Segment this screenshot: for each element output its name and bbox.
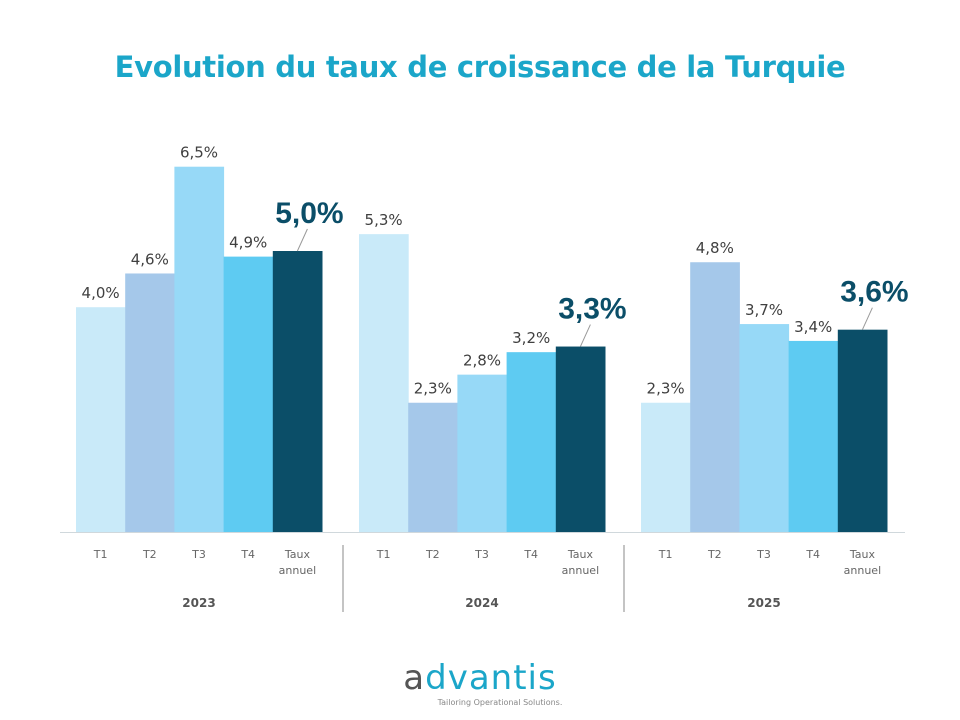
leader-line	[579, 324, 591, 347]
category-label: T3	[191, 548, 206, 561]
bar-2023-0	[76, 307, 126, 532]
bar-2024-2	[457, 374, 508, 532]
data-label: 4,8%	[696, 239, 734, 257]
data-label: 5,3%	[365, 211, 403, 229]
category-label: T3	[756, 548, 771, 561]
bar-2023-2	[174, 166, 225, 532]
category-label: Taux	[284, 548, 311, 561]
bar-2023-3	[223, 256, 274, 532]
category-label: Taux	[567, 548, 594, 561]
year-label: 2023	[182, 596, 215, 610]
data-label: 4,9%	[229, 234, 267, 252]
data-label-annual: 3,6%	[840, 276, 908, 309]
bar-2025-2	[739, 324, 790, 532]
bar-2023-1	[125, 273, 175, 532]
bar-2023-4	[272, 251, 323, 532]
category-label: T2	[425, 548, 440, 561]
bar-2025-4	[837, 329, 888, 532]
data-label: 3,2%	[512, 329, 550, 347]
category-label: T1	[376, 548, 391, 561]
category-label: T4	[240, 548, 255, 561]
category-label: annuel	[279, 564, 316, 577]
leader-line	[861, 307, 873, 330]
year-label: 2025	[747, 596, 780, 610]
data-label: 3,7%	[745, 301, 783, 319]
year-label: 2024	[465, 596, 498, 610]
data-label-annual: 5,0%	[275, 197, 343, 230]
category-label: T2	[142, 548, 157, 561]
bar-2024-4	[555, 346, 606, 532]
bar-2025-1	[690, 262, 740, 532]
category-label: annuel	[844, 564, 881, 577]
bar-2024-3	[506, 352, 557, 532]
bar-2025-3	[788, 340, 839, 532]
data-label: 4,6%	[131, 250, 169, 268]
category-label: annuel	[562, 564, 599, 577]
bar-chart: 4,0% T1 4,6% T2 6,5% T3 4,9% T4 5,0% Taux annuel 20…	[60, 144, 909, 612]
bar-2025-0	[641, 402, 691, 532]
chart-title: Evolution du taux de croissance de la Tu…	[114, 50, 846, 84]
data-label: 2,3%	[414, 380, 452, 398]
data-label: 2,3%	[647, 380, 685, 398]
category-label: T4	[805, 548, 820, 561]
data-label: 2,8%	[463, 352, 501, 370]
data-label-annual: 3,3%	[558, 293, 626, 326]
bar-2024-1	[408, 402, 458, 532]
data-label: 6,5%	[180, 144, 218, 162]
leader-line	[296, 228, 308, 252]
advantis-logo: advantis Tailoring Operational Solutions…	[0, 660, 960, 708]
category-label: T1	[93, 548, 108, 561]
category-label: T4	[523, 548, 538, 561]
data-label: 3,4%	[794, 318, 832, 336]
logo-tagline: Tailoring Operational Solutions.	[437, 698, 563, 707]
category-label: T3	[474, 548, 489, 561]
category-label: T2	[707, 548, 722, 561]
logo-letter-a: a	[403, 658, 426, 698]
bar-2024-0	[359, 234, 409, 532]
category-label: Taux	[849, 548, 876, 561]
data-label: 4,0%	[82, 284, 120, 302]
category-label: T1	[658, 548, 673, 561]
logo-word: dvantis	[425, 658, 557, 698]
